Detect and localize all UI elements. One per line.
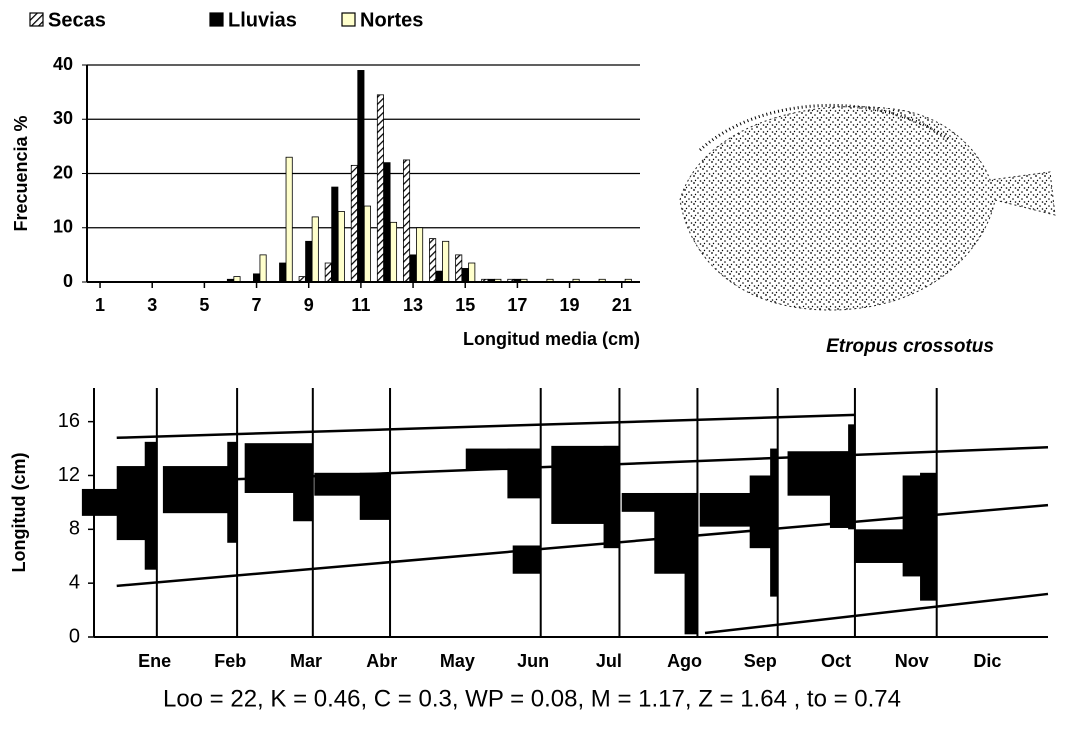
legend-swatch xyxy=(209,12,224,27)
month-label: Abr xyxy=(366,651,397,671)
y-tick-label: 4 xyxy=(69,571,80,593)
month-label: May xyxy=(440,651,475,671)
bar xyxy=(357,70,365,283)
frequency-block xyxy=(359,472,391,520)
bar xyxy=(442,240,450,283)
y-axis-title: Longitud (cm) xyxy=(9,453,29,573)
bar xyxy=(305,240,313,283)
bar xyxy=(311,216,319,283)
growth-curve xyxy=(227,445,1049,481)
frequency-block xyxy=(603,445,620,549)
x-tick-label: 19 xyxy=(560,295,580,315)
y-tick-label: 10 xyxy=(53,217,73,237)
bar xyxy=(383,162,391,283)
y-tick-label: 12 xyxy=(58,464,80,486)
frequency-block xyxy=(684,492,698,635)
bar xyxy=(435,270,443,283)
month-label: Mar xyxy=(290,651,322,671)
legend-swatch xyxy=(341,12,356,27)
bar xyxy=(455,254,463,283)
frequency-block xyxy=(227,441,238,543)
x-tick-label: 15 xyxy=(455,295,475,315)
month-label: Jun xyxy=(517,651,549,671)
bar xyxy=(468,262,476,283)
bar xyxy=(416,227,424,283)
bar xyxy=(253,273,261,283)
y-tick-label: 16 xyxy=(58,410,80,432)
month-label: Feb xyxy=(214,651,246,671)
x-tick-label: 1 xyxy=(95,295,105,315)
bar xyxy=(461,268,469,283)
month-label: Oct xyxy=(821,651,851,671)
legend-label: Secas xyxy=(48,9,106,31)
x-tick-label: 5 xyxy=(199,295,209,315)
month-label: Ene xyxy=(138,651,171,671)
month-label: Jul xyxy=(596,651,622,671)
bar xyxy=(363,205,371,283)
y-tick-label: 0 xyxy=(69,625,80,647)
x-tick-label: 7 xyxy=(252,295,262,315)
x-tick-label: 17 xyxy=(507,295,527,315)
bar xyxy=(429,238,437,283)
growth-curve xyxy=(704,592,1049,635)
x-tick-label: 13 xyxy=(403,295,423,315)
legend-swatch xyxy=(29,12,44,27)
y-tick-label: 30 xyxy=(53,108,73,128)
parameters: Loo = 22, K = 0.46, C = 0.3, WP = 0.08, … xyxy=(163,685,901,712)
legend-label: Nortes xyxy=(360,9,423,31)
bar xyxy=(331,186,339,283)
x-tick-label: 11 xyxy=(351,295,370,315)
bar xyxy=(285,156,293,283)
bar xyxy=(389,221,398,283)
y-axis-title: Frecuencia % xyxy=(11,115,31,231)
bar xyxy=(279,262,287,283)
frequency-block xyxy=(293,472,313,522)
month-label: Nov xyxy=(895,651,929,671)
month-label: Ago xyxy=(667,651,702,671)
fish-illustration xyxy=(679,103,1056,311)
bar xyxy=(403,159,411,283)
species-label: Etropus crossotus xyxy=(826,336,994,357)
y-tick-label: 8 xyxy=(69,518,80,540)
frequency-block xyxy=(162,466,238,514)
x-tick-label: 21 xyxy=(612,295,632,315)
frequency-block xyxy=(848,424,855,530)
month-label: Dic xyxy=(973,651,1001,671)
frequency-block xyxy=(144,441,157,570)
bar xyxy=(337,211,345,283)
x-tick-label: 3 xyxy=(147,295,157,315)
bar xyxy=(324,262,332,283)
bar xyxy=(409,254,417,283)
month-label: Sep xyxy=(744,651,777,671)
legend-label: Lluvias xyxy=(228,9,297,31)
y-tick-label: 0 xyxy=(63,271,73,291)
x-axis-title: Longitud media (cm) xyxy=(463,329,640,349)
bar xyxy=(376,94,384,283)
x-tick-label: 9 xyxy=(304,295,314,315)
growth-curve xyxy=(116,413,855,440)
frequency-block xyxy=(507,448,541,499)
bar xyxy=(259,254,267,283)
growth-curve xyxy=(116,503,1049,588)
frequency-block xyxy=(920,472,937,601)
y-tick-label: 40 xyxy=(53,54,73,74)
y-tick-label: 20 xyxy=(53,162,73,182)
frequency-block xyxy=(770,448,778,597)
bar xyxy=(350,164,358,283)
